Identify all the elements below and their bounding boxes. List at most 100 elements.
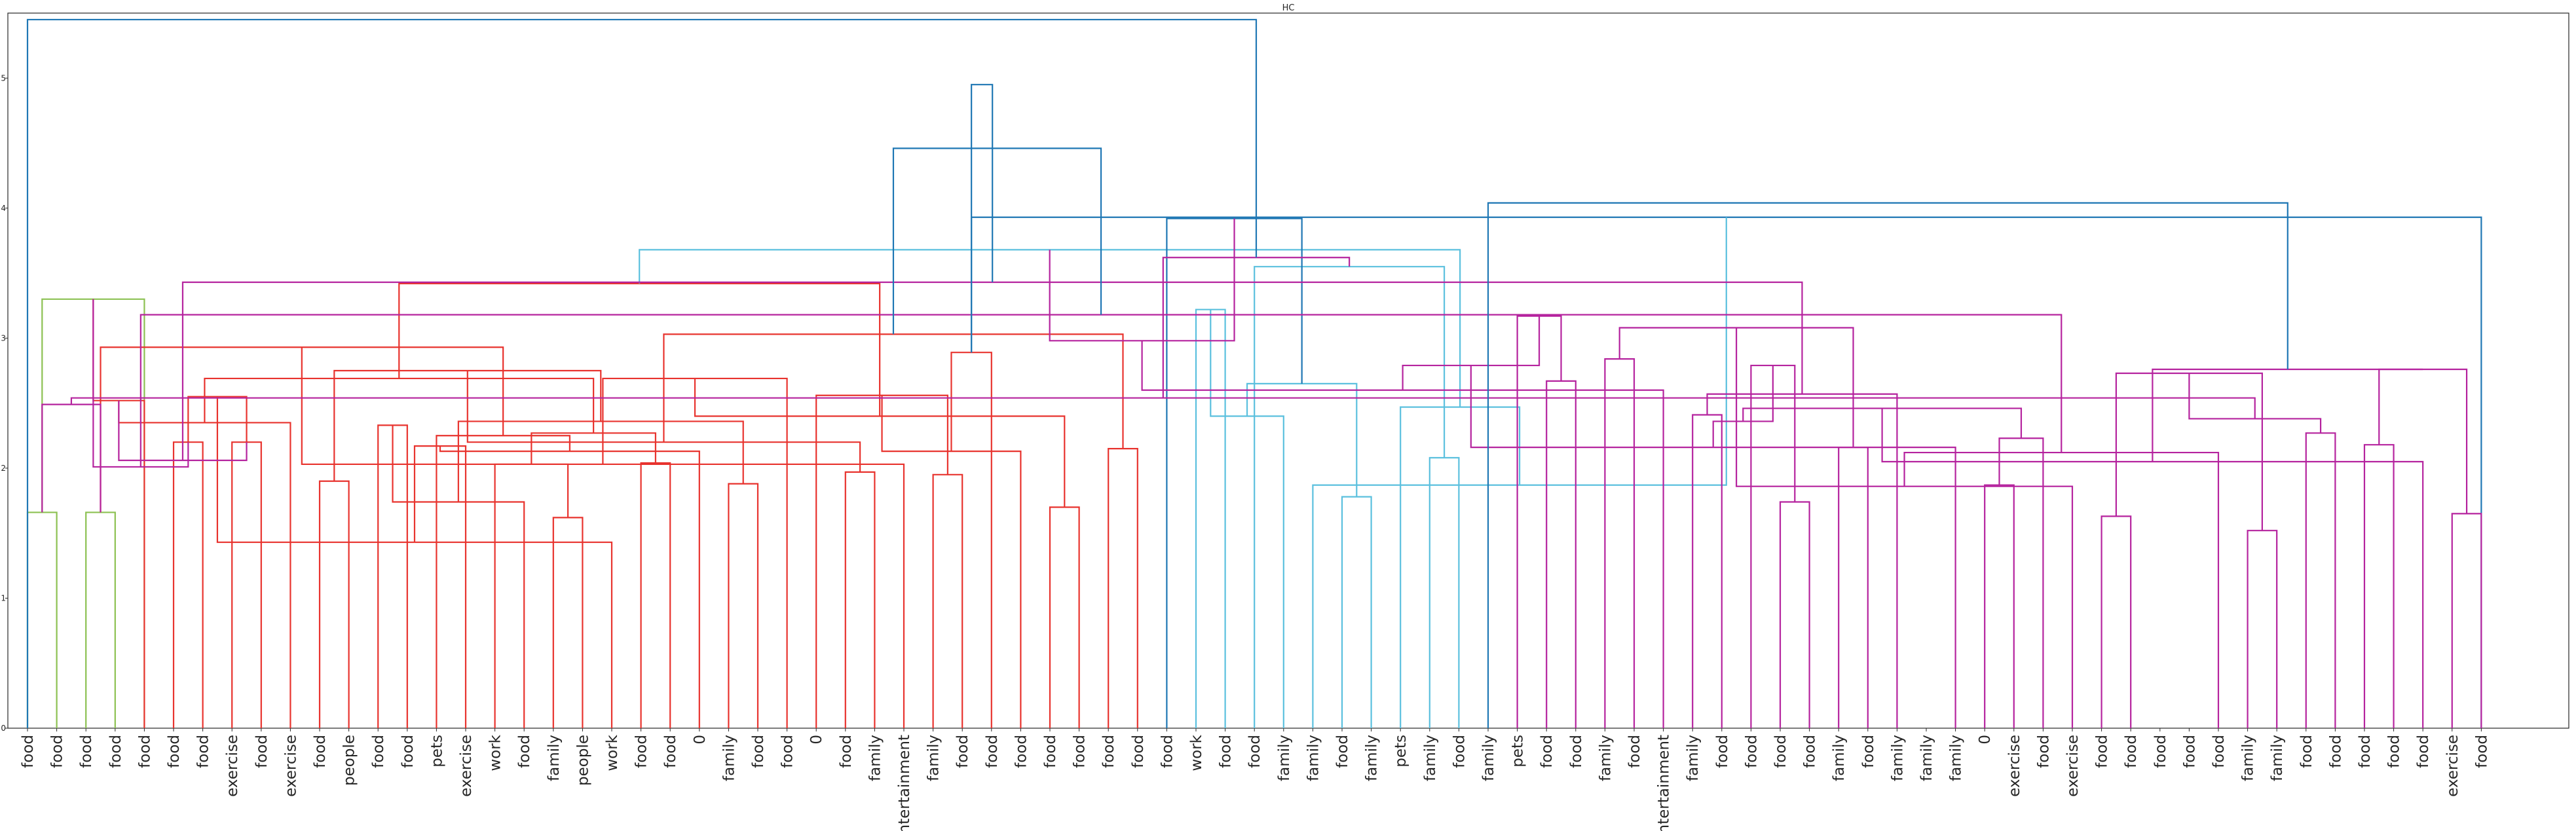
leaf-label: food (2181, 735, 2198, 768)
chart-title: HC (1282, 3, 1295, 13)
leaf-label: food (2298, 735, 2315, 768)
dendrogram-link (1400, 406, 1521, 728)
dendrogram-link (1736, 327, 2074, 728)
dendrogram-link (85, 511, 116, 728)
dendrogram-link (971, 84, 994, 353)
leaf-label: food (312, 735, 329, 768)
leaf-label: family (1918, 735, 1935, 781)
dendrogram-link (1546, 380, 1577, 728)
dendrogram-link (1750, 364, 1796, 728)
leaf-label: work (1188, 734, 1205, 771)
dendrogram-link (552, 517, 584, 728)
leaf-label: 0 (808, 735, 825, 745)
dendrogram-link (436, 435, 570, 728)
dendrogram-link (301, 347, 905, 728)
leaf-label: family (925, 735, 943, 781)
leaf-label: family (2240, 735, 2257, 781)
dendrogram-link (531, 432, 656, 464)
dendrogram-link (2305, 432, 2336, 728)
leaf-label: family (1889, 735, 1906, 781)
dendrogram-link (950, 352, 992, 728)
dendrogram-link (2247, 530, 2278, 728)
leaf-label: food (2473, 735, 2490, 768)
dendrogram-link (1881, 408, 2424, 728)
leaf-label: food (838, 735, 855, 768)
leaf-label: food (400, 735, 417, 768)
dendrogram-link (1402, 316, 1540, 390)
dendrogram-link (844, 471, 876, 728)
leaf-label: food (779, 735, 796, 768)
dendrogram-link (1049, 506, 1080, 728)
leaf-label: family (1364, 735, 1381, 781)
leaf-label: food (1860, 735, 1877, 768)
leaf-label: exercise (2444, 735, 2461, 797)
leaf-label: 0 (1977, 735, 1994, 745)
leaf-label: people (574, 735, 591, 786)
leaf-label: food (1772, 735, 1789, 768)
leaf-label: food (2327, 735, 2344, 768)
dendrogram-link (187, 396, 248, 443)
dendrogram-link (204, 377, 595, 434)
leaf-label: food (78, 735, 95, 768)
dendrogram-link (1487, 202, 2288, 728)
leaf-label: food (2211, 735, 2228, 768)
leaf-label: food (20, 735, 37, 768)
dendrogram-link (494, 463, 569, 728)
leaf-label: food (253, 735, 271, 768)
leaf-label: food (2094, 735, 2111, 768)
leaf-label: food (370, 735, 387, 768)
leaf-label: food (1539, 735, 1556, 768)
dendrogram-link (398, 282, 881, 416)
dendrogram-link (1742, 407, 2023, 439)
leaf-label: food (1802, 735, 1819, 768)
leaf-label: family (546, 735, 563, 781)
leaf-label: food (1246, 735, 1263, 768)
leaf-label: pets (428, 735, 445, 767)
leaf-label: food (2415, 735, 2432, 768)
dendrogram-link (2188, 373, 2322, 434)
leaf-label: food (195, 735, 212, 768)
dendrogram-link (892, 147, 1102, 335)
leaf-label: food (1568, 735, 1585, 768)
leaf-label: family (2269, 735, 2286, 781)
dendrogram-link (602, 377, 788, 728)
leaf-label: entertainment (896, 735, 913, 831)
dendrogram-link (413, 445, 467, 728)
leaf-label: food (1159, 735, 1176, 768)
dendrogram-link (318, 480, 350, 728)
dendrogram-link (1341, 496, 1372, 728)
y-tick-label: 1 (1, 593, 6, 602)
dendrogram-link (1692, 414, 1723, 728)
leaf-label: food (1334, 735, 1351, 768)
leaf-label: work (604, 734, 621, 771)
leaf-label: 0 (692, 735, 709, 745)
leaf-label: family (1831, 735, 1848, 781)
leaf-label: food (954, 735, 971, 768)
leaf-label: food (2035, 735, 2052, 768)
dendrogram-link (640, 462, 671, 728)
dendrogram-link (1779, 501, 1810, 728)
leaf-label: food (1042, 735, 1059, 768)
dendrogram-link (1712, 365, 1774, 448)
leaf-label: food (1100, 735, 1117, 768)
dendrogram-link (728, 483, 759, 728)
y-tick-label: 0 (1, 724, 6, 733)
dendrogram-link (1903, 451, 2220, 728)
dendrogram-link (1838, 447, 1869, 728)
dendrogram-link (231, 441, 262, 728)
leaf-label: family (1948, 735, 1965, 781)
dendrogram-link (1706, 393, 1898, 728)
dendrogram-link (26, 511, 58, 728)
dendrogram-link (1470, 365, 1956, 728)
dendrogram-link (2152, 368, 2423, 462)
leaf-label: food (2357, 735, 2374, 768)
leaf-label: exercise (282, 735, 299, 797)
leaf-label: food (1714, 735, 1731, 768)
dendrogram-link (1998, 437, 2044, 728)
leaf-label: food (49, 735, 66, 768)
leaf-label: food (1626, 735, 1643, 768)
dendrogram-link (1108, 448, 1138, 728)
leaf-label: food (633, 735, 650, 768)
dendrogram-links (26, 18, 2482, 728)
leaf-label: exercise (2006, 735, 2023, 797)
